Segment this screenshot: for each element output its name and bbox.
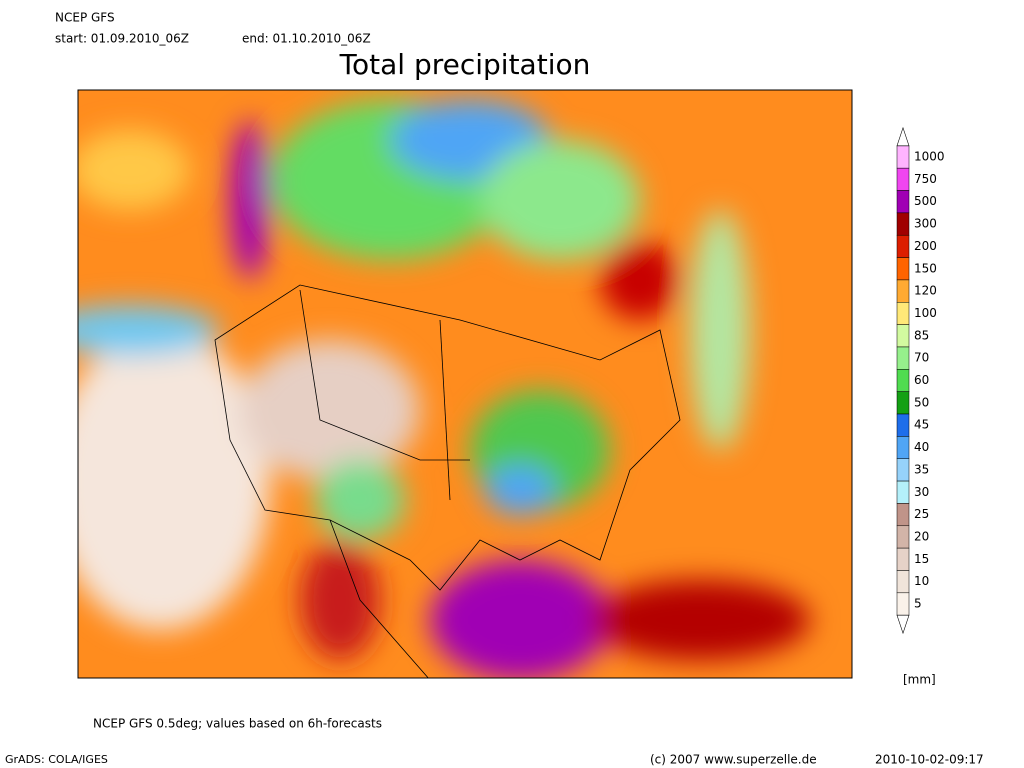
legend-swatch [896,279,910,303]
legend-label: 50 [914,395,929,409]
legend-label: 25 [914,507,929,521]
map-title: Total precipitation [339,48,591,81]
legend-unit: [mm] [903,673,936,687]
legend-swatch [896,413,910,437]
legend-label: 70 [914,351,929,365]
legend-swatch [896,346,910,370]
legend-swatch [896,324,910,348]
timestamp: 2010-10-02-09:17 [875,753,984,767]
precipitation-map [78,90,852,678]
legend-label: 120 [914,284,937,298]
legend-swatch [896,458,910,482]
legend-label: 150 [914,261,937,275]
legend-swatch [896,257,910,281]
legend-swatch [896,167,910,191]
legend-swatch [896,190,910,214]
legend-swatch [896,436,910,459]
legend-label: 500 [914,194,937,208]
legend-swatch [896,391,910,415]
legend-swatch [896,525,910,549]
legend-label: 35 [914,462,929,476]
legend-swatch [896,369,910,392]
legend-label: 60 [914,373,929,387]
legend-label: 300 [914,217,937,231]
legend-label: 85 [914,328,929,342]
legend-arrow-top [896,126,910,147]
legend-swatch [896,592,910,616]
map-frame [77,89,853,679]
legend-swatch [896,570,910,594]
legend-label: 5 [914,597,922,611]
legend-swatch [896,503,910,527]
software-credit: GrADS: COLA/IGES [5,753,108,766]
legend-label: 750 [914,172,937,186]
legend-label: 200 [914,239,937,253]
legend-label: 30 [914,485,929,499]
legend-label: 10 [914,574,929,588]
color-legend: 1000 750 500 300 200 150 120 100 85 70 60 50 45 40 35 3… [896,126,945,635]
model-label: NCEP GFS [55,11,115,25]
start-label: start: 01.09.2010_06Z [55,32,189,46]
legend-arrow-bottom [896,614,910,635]
footer-note: NCEP GFS 0.5deg; values based on 6h-fore… [93,717,382,731]
legend-swatch [896,480,910,504]
legend-label: 100 [914,306,937,320]
legend-label: 40 [914,440,929,454]
legend-swatch [896,547,910,571]
legend-label: 15 [914,552,929,566]
legend-swatch [896,234,910,258]
legend-swatch [896,212,910,236]
legend-swatch [896,302,910,325]
legend-label: 1000 [914,150,945,164]
legend-label: 20 [914,529,929,543]
end-label: end: 01.10.2010_06Z [242,32,371,46]
legend-label: 45 [914,418,929,432]
legend-swatch [896,145,910,169]
copyright: (c) 2007 www.superzelle.de [650,753,817,767]
